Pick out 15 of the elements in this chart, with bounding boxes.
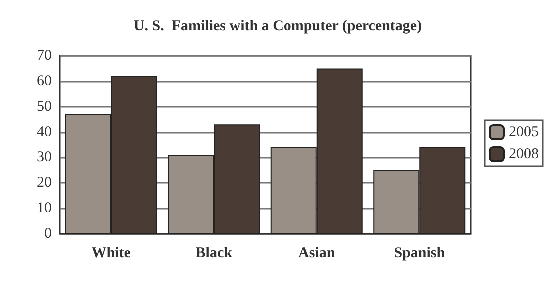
y-tick-label: 20 [37,175,52,192]
y-tick-label: 40 [37,124,52,140]
y-tick-label: 30 [37,150,52,166]
legend-label: 2008 [509,146,539,162]
x-tick-label: Spanish [394,246,446,262]
chart-title: U. S. Families with a Computer (percentage) [134,18,422,34]
x-tick-label: Asian [298,246,336,262]
legend-label: 2005 [509,124,539,140]
y-tick-label: 10 [37,200,52,217]
y-tick-label: 0 [44,226,52,242]
y-tick-label: 70 [37,48,52,64]
y-tick-label: 50 [37,98,52,115]
x-tick-label: Black [196,246,234,262]
y-tick-label: 60 [37,73,52,90]
x-tick-label: White [92,246,132,262]
